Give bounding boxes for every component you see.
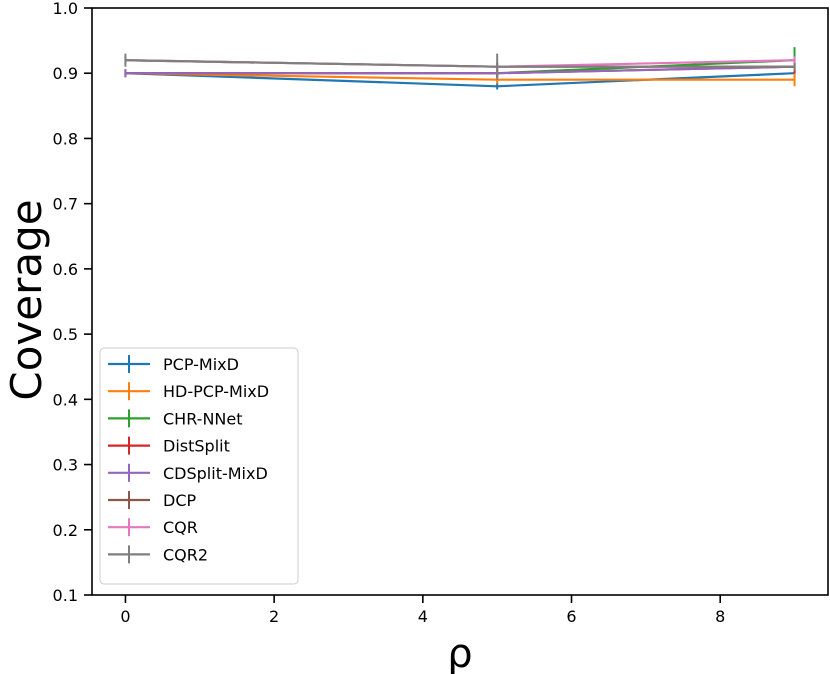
legend-label: HD-PCP-MixD [163, 382, 269, 401]
y-tick-label: 0.2 [53, 521, 78, 540]
y-tick-label: 0.3 [53, 456, 78, 475]
x-tick-label: 0 [120, 607, 130, 626]
y-tick-label: 0.8 [53, 129, 78, 148]
legend: PCP-MixD HD-PCP-MixD CHR-NNet DistSplit CDSp… [99, 347, 299, 585]
y-tick-label: 0.5 [53, 325, 78, 344]
y-axis-ticks: 0.1 0.2 0.3 0.4 0.5 0.6 0.7 0.8 0.9 1.0 [53, 0, 92, 605]
x-axis-label: ρ [447, 631, 472, 674]
y-tick-label: 0.1 [53, 586, 78, 605]
legend-box [99, 347, 299, 585]
x-tick-label: 2 [269, 607, 279, 626]
legend-label: CHR-NNet [163, 409, 243, 428]
legend-label: PCP-MixD [163, 355, 239, 374]
y-tick-label: 0.6 [53, 260, 78, 279]
x-axis-ticks: 0 2 4 6 8 [120, 595, 725, 626]
legend-label: DCP [163, 491, 196, 510]
x-tick-label: 4 [418, 607, 428, 626]
y-axis-label: Coverage [2, 199, 51, 400]
legend-label: CQR2 [163, 545, 208, 564]
series-cqr2 [124, 53, 796, 80]
legend-label: DistSplit [163, 437, 230, 456]
y-tick-label: 0.7 [53, 195, 78, 214]
y-tick-label: 0.9 [53, 64, 78, 83]
x-tick-label: 8 [715, 607, 725, 626]
legend-label: CDSplit-MixD [163, 464, 268, 483]
y-tick-label: 0.4 [53, 390, 78, 409]
plot-frame [91, 7, 829, 596]
series-layer [124, 47, 796, 90]
legend-label: CQR [163, 518, 198, 537]
y-tick-label: 1.0 [53, 0, 78, 18]
x-tick-label: 6 [566, 607, 576, 626]
